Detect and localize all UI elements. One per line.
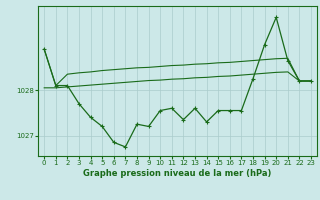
- X-axis label: Graphe pression niveau de la mer (hPa): Graphe pression niveau de la mer (hPa): [84, 169, 272, 178]
